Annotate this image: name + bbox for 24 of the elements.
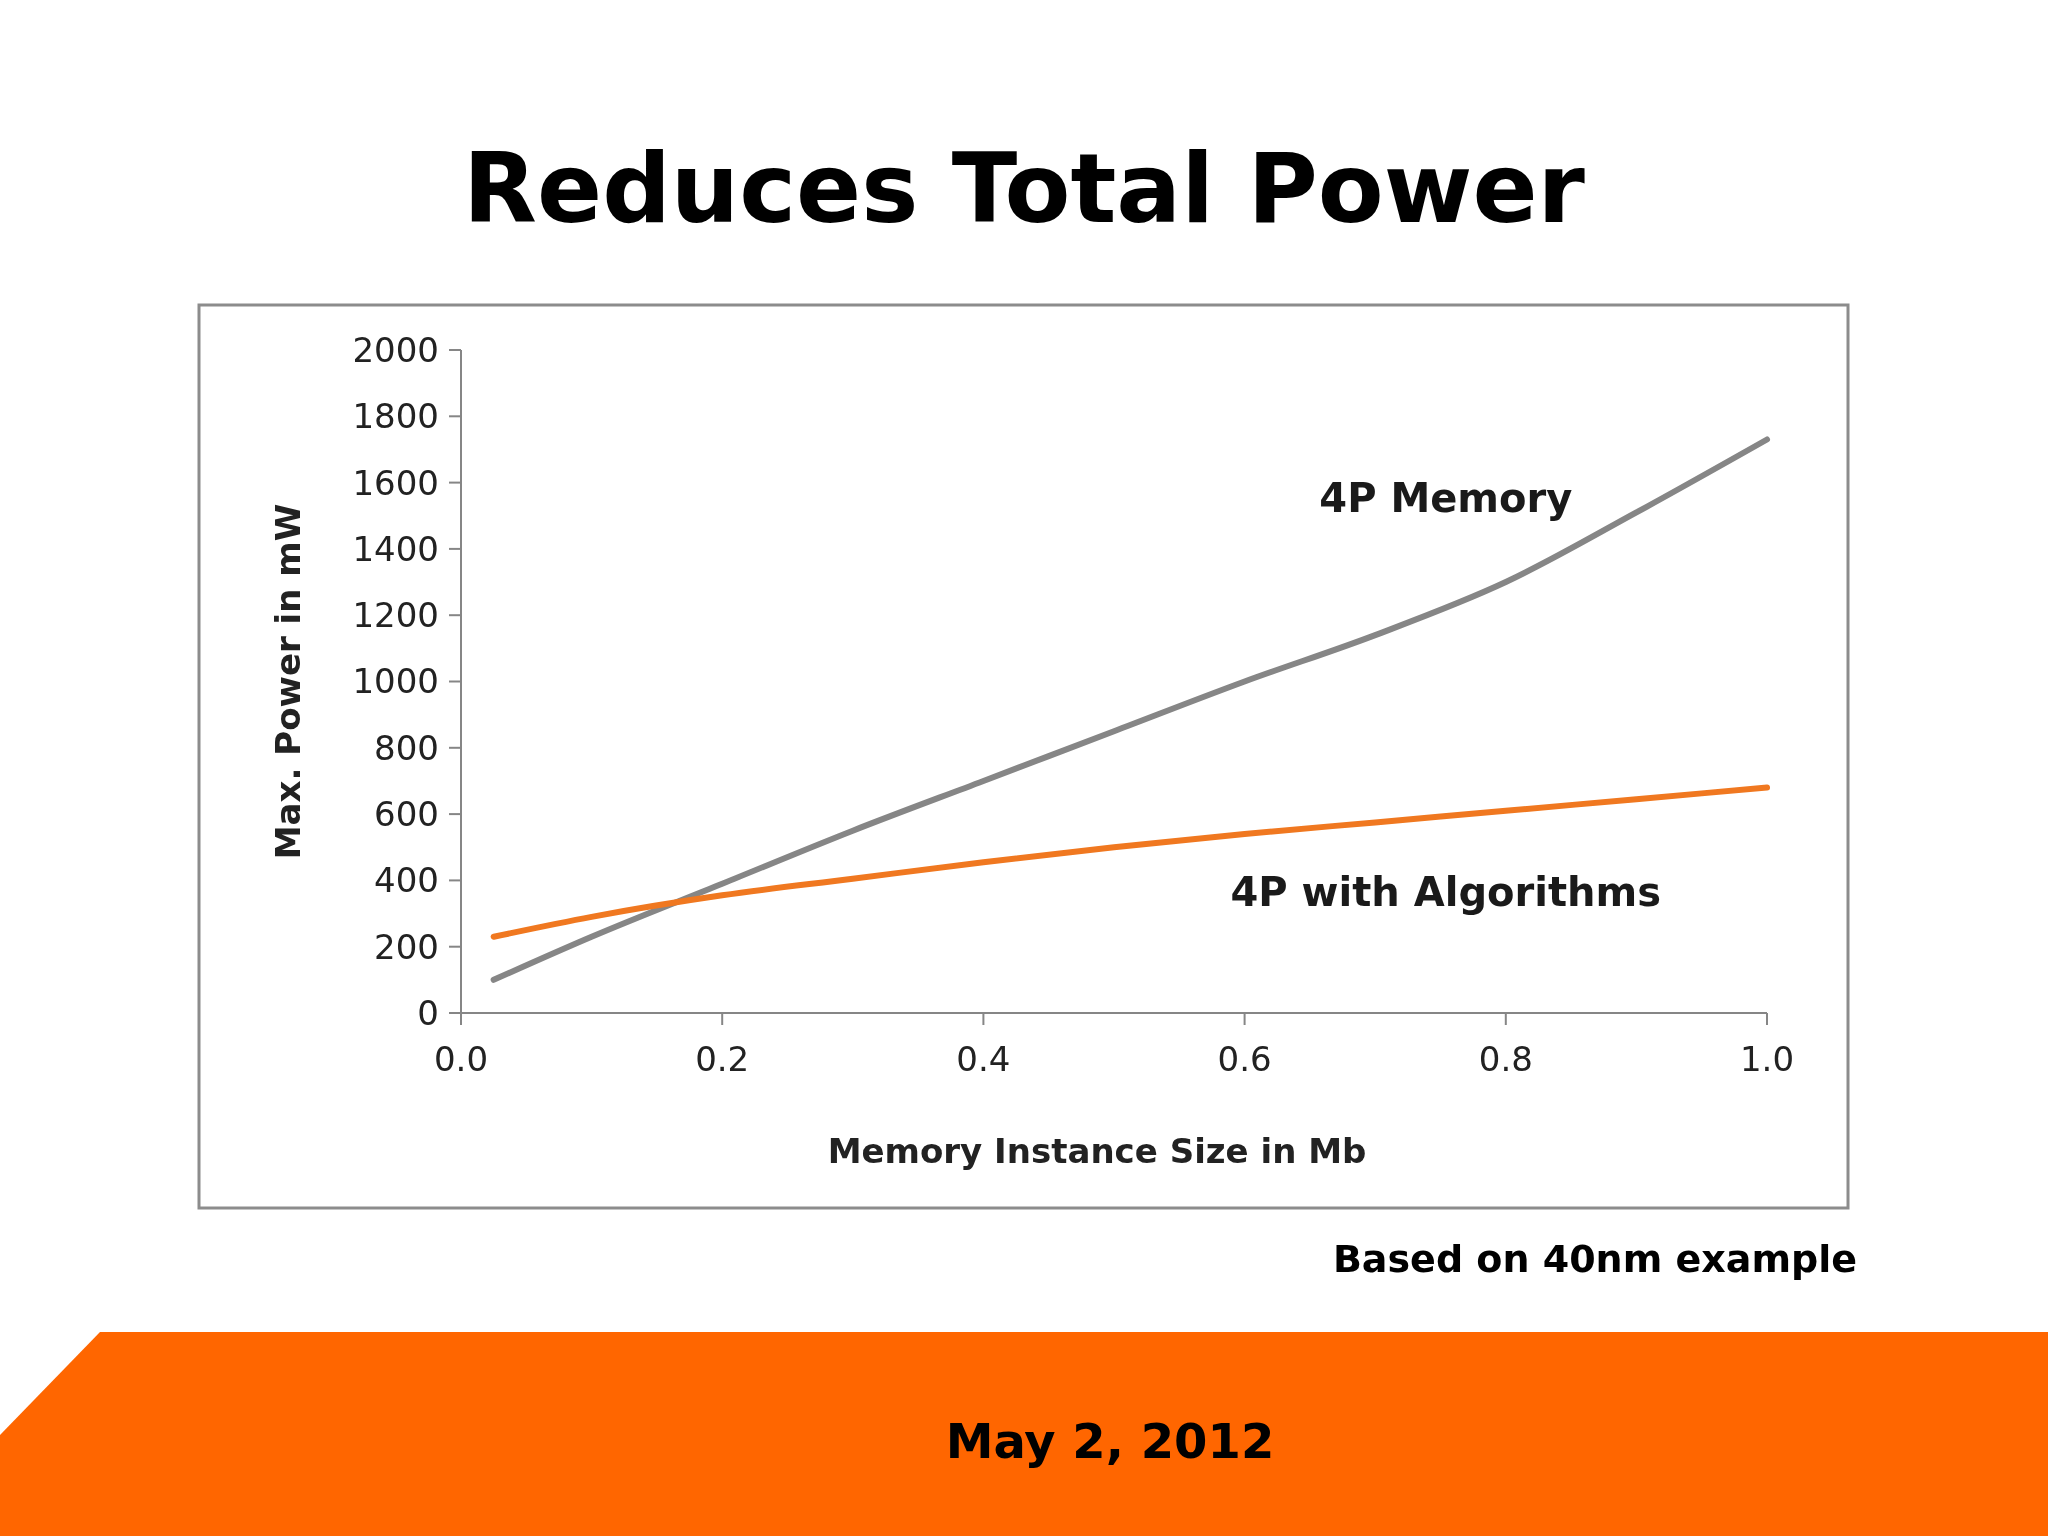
x-tick-label: 0.8 <box>1478 1039 1533 1079</box>
x-tick-label: 0.4 <box>956 1039 1011 1079</box>
series-label: 4P Memory <box>1319 475 1573 522</box>
y-tick-label: 200 <box>374 926 439 967</box>
y-tick-label: 2000 <box>352 329 439 370</box>
text: Based on 40nm example <box>1332 1237 1857 1281</box>
x-tick-label: 1.0 <box>1739 1039 1795 1079</box>
y-tick-label: 1200 <box>352 595 439 636</box>
y-tick-label: 600 <box>374 794 439 834</box>
y-tick-label: 1400 <box>352 528 439 569</box>
x-tick-label: 0.2 <box>695 1039 750 1079</box>
series-label: 4P with Algorithms <box>1230 868 1662 915</box>
y-tick-label: 1000 <box>352 661 439 702</box>
y-tick-label: 800 <box>374 727 439 768</box>
x-tick-label: 0.6 <box>1217 1039 1272 1079</box>
y-tick-label: 1600 <box>352 462 439 503</box>
x-axis-title: Memory Instance Size in Mb <box>827 1131 1367 1171</box>
y-tick-label: 1800 <box>352 396 439 437</box>
y-tick-label: 0 <box>417 992 439 1033</box>
text: May 2, 2012 <box>945 1413 1275 1469</box>
y-axis-title: Max. Power in mW <box>268 503 308 860</box>
x-tick-label: 0.0 <box>433 1039 489 1079</box>
chart-title: Reduces Total Power <box>463 133 1586 245</box>
y-tick-label: 400 <box>374 860 439 901</box>
